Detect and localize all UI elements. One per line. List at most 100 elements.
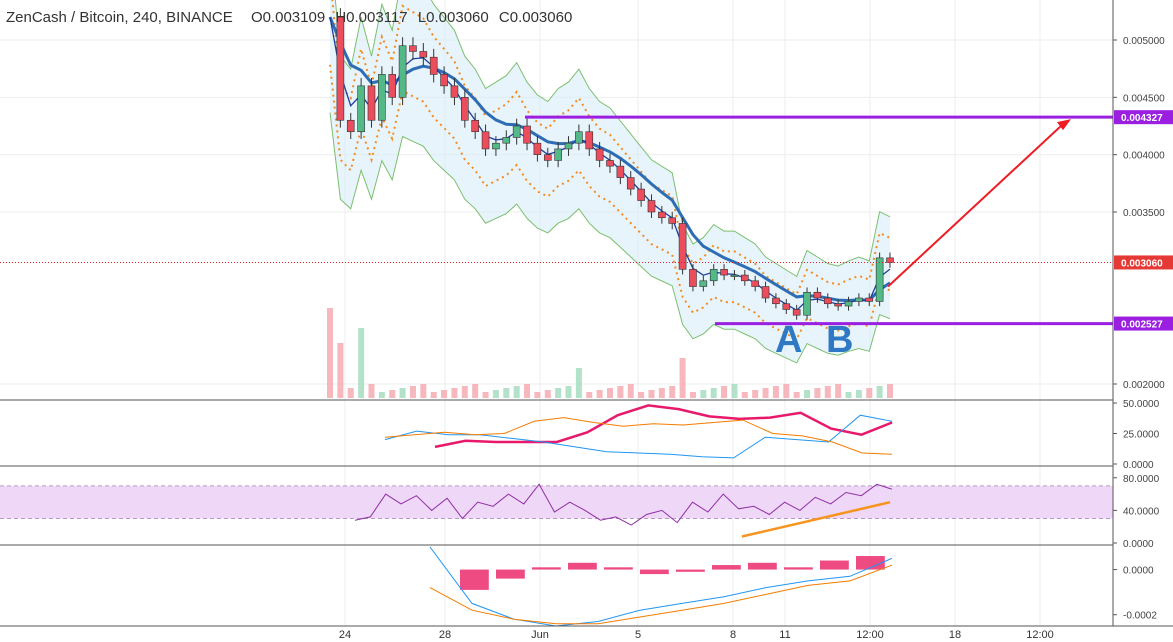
price-flag-label: 0.003060 xyxy=(1121,258,1163,269)
candle-body xyxy=(761,286,770,299)
volume-bar xyxy=(648,390,655,398)
volume-bar xyxy=(399,388,406,398)
candle-body xyxy=(720,269,728,276)
ohlc-close: C0.003060 xyxy=(498,9,573,26)
volume-bar xyxy=(503,388,510,398)
candle-body xyxy=(450,85,459,98)
candle-body xyxy=(689,269,697,287)
wave-label-b: B xyxy=(826,319,853,361)
candle-body xyxy=(782,303,791,310)
volume-bar xyxy=(772,386,779,398)
candle-body xyxy=(575,131,583,144)
macd-histogram-bar xyxy=(496,569,525,579)
indicator-tick-label: 80.0000 xyxy=(1123,474,1160,485)
candle-body xyxy=(741,274,749,282)
volume-bar xyxy=(575,368,582,398)
indicator-tick-label: 0.0000 xyxy=(1123,460,1154,471)
macd-histogram-bar xyxy=(748,562,777,570)
volume-bar xyxy=(524,384,531,398)
dmi-adx-line xyxy=(434,404,893,449)
candle-body xyxy=(523,125,531,144)
indicator-tick-label: -0.0002 xyxy=(1123,611,1157,622)
time-tick-label: 11 xyxy=(779,629,790,641)
volume-bar xyxy=(793,392,800,398)
candle-body xyxy=(792,309,801,316)
volume-bar xyxy=(420,384,427,398)
candle-body xyxy=(844,301,853,307)
volume-bar xyxy=(544,390,551,398)
time-tick-label: 28 xyxy=(439,629,451,641)
macd-histogram-bar xyxy=(856,556,885,570)
time-axis[interactable]: 24 28 Jun 5 8 11 12:00 18 12:00 xyxy=(0,625,1173,641)
volume-bar xyxy=(627,384,634,398)
volume-bar xyxy=(669,386,676,398)
price-flag-label: 0.004327 xyxy=(1121,113,1163,124)
volume-bar xyxy=(430,392,437,398)
candle-body xyxy=(357,85,365,133)
candle-body xyxy=(512,125,521,138)
price-tick-label: 0.004500 xyxy=(1123,93,1165,104)
macd-histogram-bar xyxy=(604,567,633,570)
dotted-band-upper xyxy=(331,0,891,296)
volume-bar xyxy=(762,388,769,398)
candlesticks[interactable] xyxy=(336,8,894,320)
volume-bar xyxy=(347,388,354,398)
candle-body xyxy=(564,142,573,150)
macd-histogram-bar xyxy=(640,569,669,575)
candle-body xyxy=(668,217,677,224)
projection-arrow xyxy=(887,122,1065,288)
rsi-divergence-line xyxy=(741,501,891,538)
macd-histogram-bar xyxy=(784,567,813,570)
volume-bar xyxy=(441,390,448,398)
volume-bar xyxy=(658,388,665,398)
candle-body xyxy=(730,274,739,277)
price-flag-label: 0.002527 xyxy=(1121,320,1163,331)
candle-body xyxy=(378,74,386,121)
candle-body xyxy=(346,119,355,133)
price-axis[interactable]: 0.005000 0.004500 0.004000 0.003500 0.002000… xyxy=(1112,0,1173,626)
ohlc-open: O0.003109 xyxy=(250,9,326,26)
indicator-tick-label: 0.0000 xyxy=(1123,566,1154,577)
ohlc-high: H0.003117 xyxy=(335,9,408,26)
candle-body xyxy=(865,297,874,302)
candle-body xyxy=(409,45,417,52)
macd-histogram-bar xyxy=(532,567,561,570)
candle-body xyxy=(823,297,832,305)
volume-bars xyxy=(327,308,893,398)
ohlc-low: L0.003060 xyxy=(417,9,489,26)
volume-bar xyxy=(710,388,717,398)
candle-body xyxy=(585,131,594,150)
candle-body xyxy=(886,257,894,263)
drawings[interactable] xyxy=(0,115,1113,326)
volume-bar xyxy=(804,390,811,398)
candle-body xyxy=(616,165,625,178)
dotted-band-lower xyxy=(329,64,891,341)
candle-body xyxy=(440,74,448,87)
candle-body xyxy=(419,51,428,58)
macd-line xyxy=(429,546,893,627)
volume-bar xyxy=(814,388,821,398)
symbol-title[interactable]: ZenCash / Bitcoin, 240, BINANCE xyxy=(6,9,233,26)
time-tick-label: 18 xyxy=(949,629,961,641)
indicator-tick-label: 50.0000 xyxy=(1123,399,1160,410)
candle-body xyxy=(855,297,863,302)
price-band xyxy=(329,0,891,364)
dmi-minus_di-line xyxy=(384,417,893,455)
volume-bar xyxy=(327,308,333,398)
candle-body xyxy=(367,85,376,121)
volume-bar xyxy=(741,392,748,398)
volume-bar xyxy=(358,328,365,398)
candle-body xyxy=(647,200,656,213)
candle-body xyxy=(678,223,687,270)
price-flag xyxy=(1114,316,1173,331)
volume-bar xyxy=(638,392,645,398)
macd-histogram-bar xyxy=(712,565,741,570)
candle-body xyxy=(481,131,490,150)
envelope-lower xyxy=(329,112,891,364)
chart-header: ZenCash / Bitcoin, 240, BINANCE O0.00310… xyxy=(6,9,578,26)
volume-bar xyxy=(461,386,468,398)
time-tick-label: 12:00 xyxy=(856,629,884,641)
candle-body xyxy=(803,291,811,316)
volume-bar xyxy=(887,384,893,398)
